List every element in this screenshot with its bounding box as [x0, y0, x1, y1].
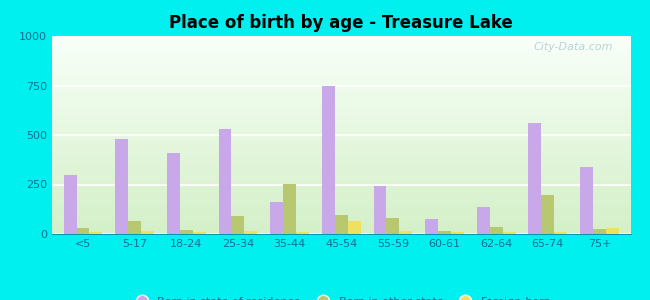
Bar	[128, 221, 141, 234]
Bar	[64, 175, 77, 234]
Title: Place of birth by age - Treasure Lake: Place of birth by age - Treasure Lake	[170, 14, 513, 32]
Bar	[593, 229, 606, 234]
Bar	[399, 231, 412, 234]
Bar	[141, 231, 154, 234]
Bar	[167, 153, 180, 234]
Bar	[335, 215, 348, 234]
Bar	[541, 195, 554, 234]
Bar	[489, 227, 502, 234]
Bar	[425, 219, 438, 234]
Bar	[90, 232, 102, 234]
Bar	[77, 228, 90, 234]
Bar	[374, 187, 387, 234]
Bar	[387, 218, 399, 234]
Bar	[477, 207, 489, 234]
Legend: Born in state of residence, Born in other state, Foreign-born: Born in state of residence, Born in othe…	[126, 293, 556, 300]
Bar	[451, 232, 464, 234]
Bar	[580, 167, 593, 234]
Text: City-Data.com: City-Data.com	[534, 42, 613, 52]
Bar	[270, 202, 283, 234]
Bar	[218, 129, 231, 234]
Bar	[606, 228, 619, 234]
Bar	[554, 232, 567, 234]
Bar	[322, 85, 335, 234]
Bar	[115, 139, 128, 234]
Bar	[283, 184, 296, 234]
Bar	[244, 231, 257, 234]
Bar	[193, 232, 205, 234]
Bar	[296, 232, 309, 234]
Bar	[180, 230, 193, 234]
Bar	[438, 231, 451, 234]
Bar	[528, 123, 541, 234]
Bar	[348, 221, 361, 234]
Bar	[502, 232, 515, 234]
Bar	[231, 216, 244, 234]
